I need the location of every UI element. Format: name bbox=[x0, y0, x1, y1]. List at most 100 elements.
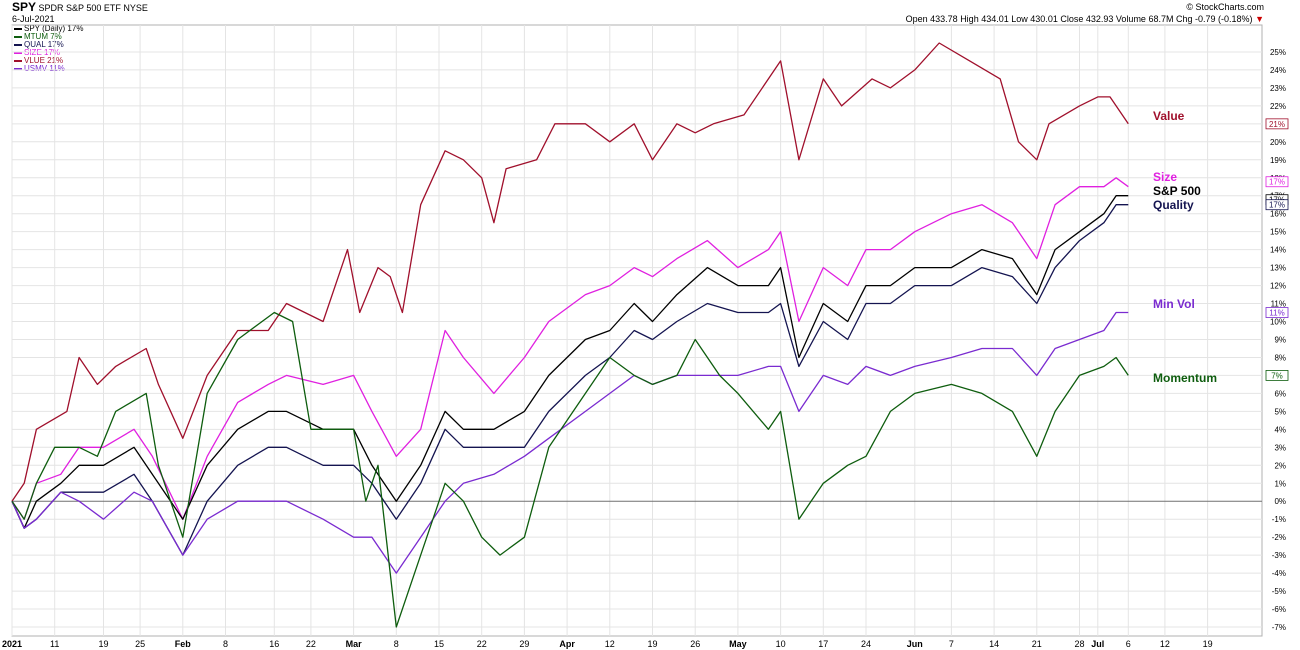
x-tick-label: 28 bbox=[1074, 639, 1084, 649]
legend-swatch bbox=[14, 52, 22, 54]
y-tick-label: -3% bbox=[1272, 551, 1286, 560]
y-tick-label: 6% bbox=[1274, 389, 1286, 398]
plot-frame bbox=[11, 24, 1263, 637]
legend-text: QUAL 17% bbox=[24, 40, 64, 49]
y-tick-label: 15% bbox=[1270, 228, 1286, 237]
y-tick-label: 0% bbox=[1274, 497, 1286, 506]
y-tick-label: -2% bbox=[1272, 533, 1286, 542]
brand-watermark: © StockCharts.com bbox=[1186, 2, 1264, 12]
end-badge-box-mtum bbox=[1265, 370, 1289, 381]
y-tick-label: 24% bbox=[1270, 66, 1286, 75]
y-tick-label: 23% bbox=[1270, 84, 1286, 93]
legend-swatch bbox=[14, 44, 22, 46]
series-line-vlue bbox=[11, 42, 1129, 502]
legend-entry-vlue: VLUE 21% bbox=[14, 57, 83, 65]
series-label-vlue: Value bbox=[1153, 109, 1185, 123]
y-tick-label: 22% bbox=[1270, 102, 1286, 111]
y-tick-label: 4% bbox=[1274, 425, 1286, 434]
series-label-size: Size bbox=[1153, 170, 1177, 184]
x-tick-label: 29 bbox=[519, 639, 529, 649]
y-tick-label: 19% bbox=[1270, 156, 1286, 165]
x-tick-label: 21 bbox=[1032, 639, 1042, 649]
legend-entry-size: SIZE 17% bbox=[14, 49, 83, 57]
x-tick-label: 8 bbox=[394, 639, 399, 649]
y-tick-label: 11% bbox=[1271, 300, 1286, 309]
end-badge-box-usmv bbox=[1265, 307, 1289, 318]
x-tick-label: Apr bbox=[559, 639, 575, 649]
y-tick-label: 3% bbox=[1274, 443, 1286, 452]
chart-header-symbol: SPY SPDR S&P 500 ETF NYSE bbox=[12, 0, 148, 14]
x-tick-label: 15 bbox=[434, 639, 444, 649]
x-tick-label: 24 bbox=[861, 639, 871, 649]
x-tick-label: 16 bbox=[269, 639, 279, 649]
x-tick-label: 8 bbox=[223, 639, 228, 649]
legend-text: VLUE 21% bbox=[24, 56, 64, 65]
x-tick-label: 10 bbox=[776, 639, 786, 649]
legend-text: SPY (Daily) 17% bbox=[24, 24, 84, 33]
series-line-usmv bbox=[11, 311, 1129, 574]
open-label: Open bbox=[905, 14, 928, 24]
y-tick-label: 2% bbox=[1274, 461, 1286, 470]
legend-entry-spy: SPY (Daily) 17% bbox=[14, 25, 83, 33]
ohlc-readout: Open 433.78 High 434.01 Low 430.01 Close… bbox=[906, 14, 1264, 25]
x-tick-label: 12 bbox=[605, 639, 615, 649]
close-label: Close bbox=[1060, 14, 1084, 24]
y-tick-label: 13% bbox=[1270, 264, 1286, 273]
chg-value: -0.79 (-0.18%) bbox=[1195, 14, 1253, 24]
x-tick-label: 14 bbox=[989, 639, 999, 649]
x-tick-label: Mar bbox=[346, 639, 363, 649]
y-tick-label: 1% bbox=[1274, 479, 1286, 488]
end-badge-mtum: 7% bbox=[1271, 371, 1283, 380]
y-tick-label: 20% bbox=[1270, 138, 1286, 147]
legend-entry-usmv: USMV 11% bbox=[14, 65, 83, 73]
chart-date: 6-Jul-2021 bbox=[12, 14, 55, 24]
series-line-spy bbox=[11, 195, 1129, 529]
x-tick-label: 17 bbox=[818, 639, 828, 649]
series-label-usmv: Min Vol bbox=[1153, 297, 1195, 311]
volume-value: 68.7M bbox=[1148, 14, 1174, 24]
low-label: Low bbox=[1011, 14, 1028, 24]
down-arrow-icon: ▼ bbox=[1255, 14, 1264, 24]
end-badge-vlue: 21% bbox=[1269, 120, 1285, 129]
x-tick-label: 19 bbox=[647, 639, 657, 649]
y-tick-label: 5% bbox=[1274, 407, 1286, 416]
series-label-mtum: Momentum bbox=[1153, 371, 1217, 385]
y-tick-label: 8% bbox=[1274, 353, 1286, 362]
x-tick-label: 2021 bbox=[2, 639, 22, 649]
y-tick-label: 9% bbox=[1274, 335, 1286, 344]
x-tick-label: 22 bbox=[477, 639, 487, 649]
x-tick-label: May bbox=[729, 639, 747, 649]
x-tick-label: 22 bbox=[306, 639, 316, 649]
x-tick-label: 11 bbox=[50, 639, 59, 649]
series-line-qual bbox=[11, 204, 1129, 556]
y-tick-label: 14% bbox=[1270, 246, 1286, 255]
series-line-size bbox=[11, 177, 1129, 520]
symbol: SPY bbox=[12, 0, 37, 14]
y-tick-label: 25% bbox=[1270, 48, 1286, 57]
y-tick-label: -5% bbox=[1272, 587, 1286, 596]
x-tick-label: 19 bbox=[1203, 639, 1213, 649]
symbol-name: SPDR S&P 500 ETF bbox=[38, 3, 121, 13]
legend-swatch bbox=[14, 68, 22, 70]
x-tick-label: 6 bbox=[1126, 639, 1131, 649]
y-tick-label: -1% bbox=[1272, 515, 1286, 524]
y-tick-label: -6% bbox=[1272, 605, 1286, 614]
legend-text: SIZE 17% bbox=[24, 48, 61, 57]
close-value: 432.93 bbox=[1085, 14, 1114, 24]
end-badge-qual: 17% bbox=[1269, 201, 1285, 210]
y-tick-label: -4% bbox=[1272, 569, 1286, 578]
series-label-qual: Quality bbox=[1153, 198, 1194, 212]
end-badge-box-vlue bbox=[1265, 118, 1289, 130]
x-tick-label: Jun bbox=[907, 639, 923, 649]
legend-swatch bbox=[14, 60, 22, 62]
x-tick-label: Jul bbox=[1091, 639, 1104, 649]
end-badge-box-qual bbox=[1265, 199, 1289, 211]
chg-label: Chg bbox=[1176, 14, 1193, 24]
legend-text: MTUM 7% bbox=[24, 32, 62, 41]
high-label: High bbox=[960, 14, 979, 24]
legend-entry-mtum: MTUM 7% bbox=[14, 33, 83, 41]
end-badge-box-size bbox=[1265, 176, 1289, 188]
end-badge-usmv: 11% bbox=[1269, 309, 1284, 318]
legend-swatch bbox=[14, 28, 22, 30]
